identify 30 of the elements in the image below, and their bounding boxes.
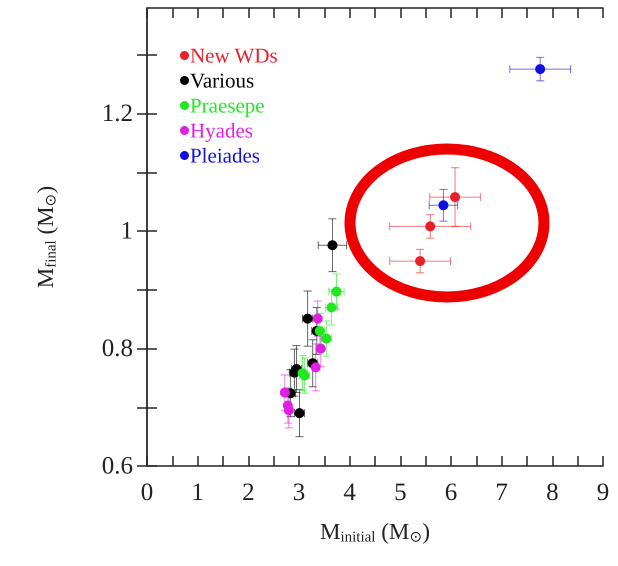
point xyxy=(450,192,460,202)
legend-label: Hyades xyxy=(190,118,253,142)
legend-label: Pleiades xyxy=(190,144,260,168)
x-tick-label: 8 xyxy=(546,479,559,506)
y-tick-label: 1.2 xyxy=(102,100,133,128)
x-tick-label: 0 xyxy=(140,479,154,506)
point xyxy=(310,362,321,372)
point xyxy=(327,240,338,250)
x-tick-label: 6 xyxy=(444,479,458,506)
x-tick-label: 4 xyxy=(343,479,356,506)
point xyxy=(284,405,294,416)
legend-label: Various xyxy=(190,68,254,92)
point xyxy=(535,64,546,74)
legend-label: New WDs xyxy=(190,44,278,68)
x-tick-label: 9 xyxy=(596,479,610,506)
point xyxy=(415,256,426,266)
point xyxy=(332,286,342,297)
x-tick-label: 1 xyxy=(191,479,204,506)
y-tick-label: 1 xyxy=(120,218,133,245)
x-tick-label: 3 xyxy=(292,479,306,506)
x-tick-label: 5 xyxy=(394,479,407,506)
legend-label: Praesepe xyxy=(190,94,265,118)
y-tick-label: 0.6 xyxy=(102,452,133,480)
point xyxy=(425,221,436,232)
x-tick-label: 2 xyxy=(242,479,255,506)
point xyxy=(438,200,448,210)
x-tick-label: 7 xyxy=(495,479,508,506)
y-axis-title: Mfinal (M⊙) xyxy=(33,186,60,288)
y-tick-label: 0.8 xyxy=(102,335,133,362)
point xyxy=(280,388,290,398)
